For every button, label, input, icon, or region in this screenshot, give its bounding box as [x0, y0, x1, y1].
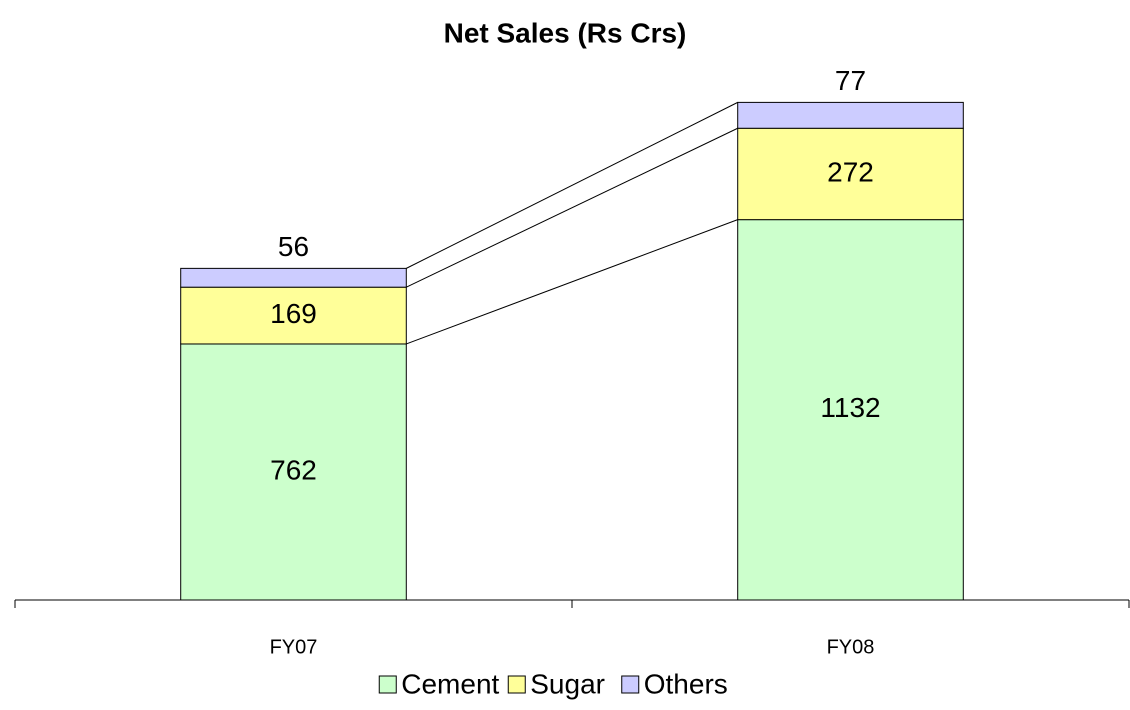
legend-swatch: [378, 675, 397, 694]
x-tick-label: FY08: [827, 636, 875, 658]
data-label: 272: [827, 156, 874, 187]
bar-segment: [737, 219, 964, 601]
legend-label: Others: [644, 668, 728, 699]
data-label: 1132: [820, 392, 880, 423]
chart-title: Net Sales (Rs Crs): [444, 17, 687, 48]
x-tick-label: FY07: [270, 636, 318, 658]
bar-segment: [737, 101, 964, 129]
legend-swatch: [507, 675, 526, 694]
bar-segment: [737, 127, 964, 221]
data-label: 762: [270, 454, 317, 485]
series-line: [406, 101, 738, 269]
series-line: [406, 219, 738, 345]
series-line: [406, 127, 738, 288]
data-label: 169: [270, 298, 317, 329]
bar-segment: [180, 267, 407, 288]
data-label: 77: [835, 65, 866, 96]
bar-segment: [180, 343, 407, 601]
bar-segment: [180, 286, 407, 345]
legend-swatch: [621, 675, 640, 694]
legend-label: Cement: [401, 668, 499, 699]
legend-label: Sugar: [530, 668, 605, 699]
data-label: 56: [278, 231, 309, 262]
